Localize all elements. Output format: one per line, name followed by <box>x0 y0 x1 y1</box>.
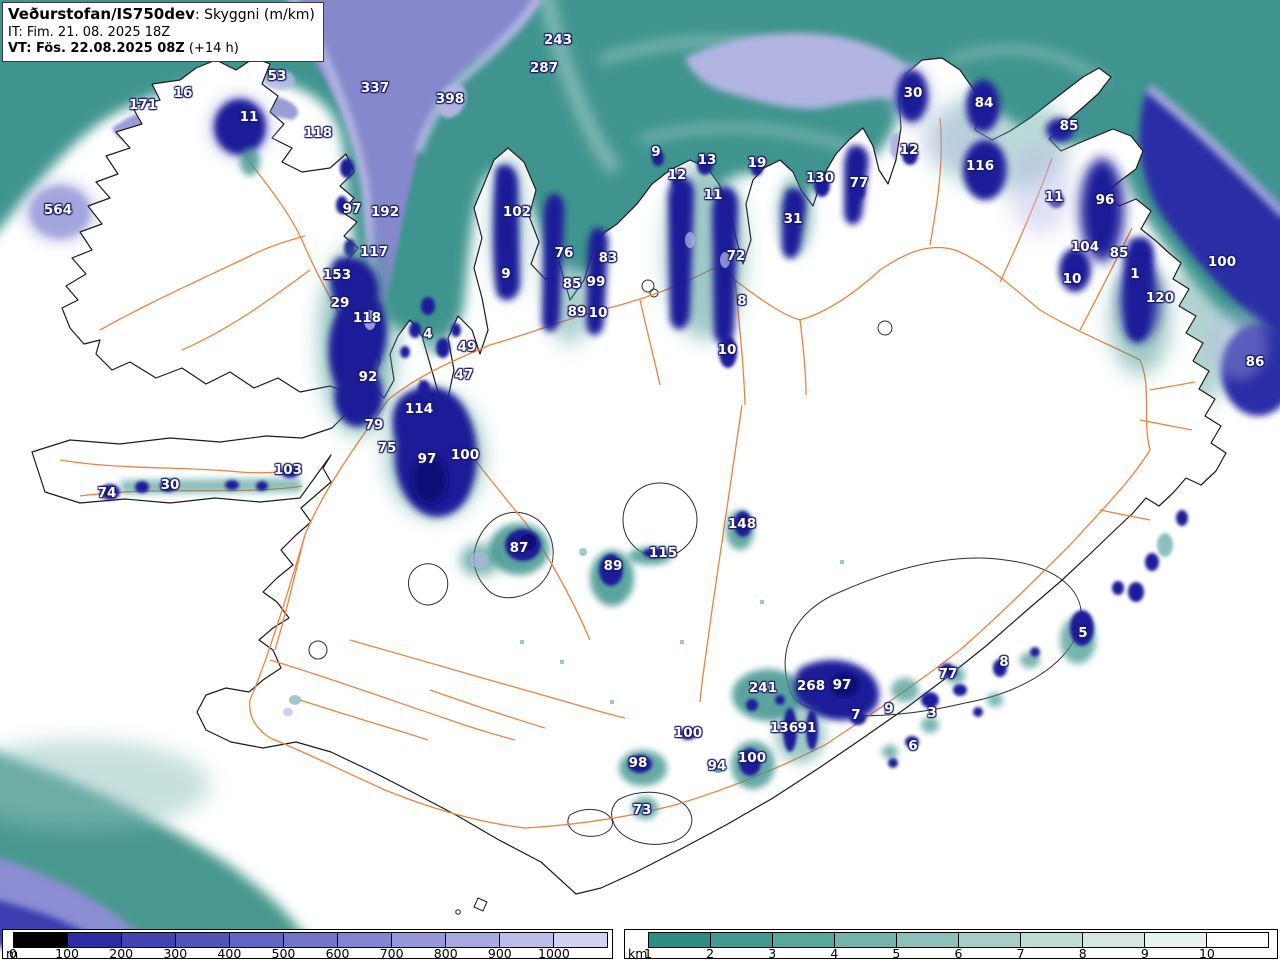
title-line: Veðurstofan/IS750dev: Skyggni (m/km) <box>8 5 315 25</box>
legend-tick: 3 <box>768 946 777 960</box>
legend-tick: 10 <box>1198 946 1215 960</box>
legend-tick: 200 <box>109 946 134 960</box>
legend-tick: 100 <box>55 946 80 960</box>
legend-swatch <box>959 933 1021 947</box>
init-time: IT: Fim. 21. 08. 2025 18Z <box>8 24 171 40</box>
legend-swatch <box>554 933 607 947</box>
legend-swatch <box>284 933 338 947</box>
legend-meters-ticks: 0 100 200 300 400 500 600 700 800 900 1000 <box>3 930 612 960</box>
legend-meters-unit: m <box>6 946 19 960</box>
legend-swatch <box>500 933 554 947</box>
legend-swatch <box>338 933 392 947</box>
legend-swatch <box>446 933 500 947</box>
visibility-patches <box>100 63 1188 819</box>
legend-tick: 500 <box>271 946 296 960</box>
iceland-coastline <box>31 57 1227 895</box>
legend-swatch <box>835 933 897 947</box>
legend-swatch <box>897 933 959 947</box>
legend-kilometers-unit: km <box>628 946 648 960</box>
title-box: Veðurstofan/IS750dev: Skyggni (m/km) IT:… <box>2 2 324 63</box>
product-name: : Skyggni (m/km) <box>194 7 315 23</box>
valid-time-line: VT: Fös. 22.08.2025 08Z (+14 h) <box>8 41 315 58</box>
legend-swatch <box>68 933 122 947</box>
legend-swatch <box>1083 933 1145 947</box>
legend-tick: 300 <box>163 946 188 960</box>
legend-kilometers-strip <box>648 932 1269 948</box>
legend-tick: 5 <box>892 946 901 960</box>
legend-swatch <box>14 933 68 947</box>
legend-swatch <box>1021 933 1083 947</box>
valid-offset: (+14 h) <box>184 41 239 57</box>
legend-tick: 9 <box>1140 946 1149 960</box>
legend-tick: 2 <box>706 946 715 960</box>
legend-swatch <box>711 933 773 947</box>
legend-tick: 1000 <box>538 946 570 960</box>
legend-swatch <box>392 933 446 947</box>
model-name: Veðurstofan/IS750dev <box>8 5 195 23</box>
legend-swatch <box>176 933 230 947</box>
legend-swatch <box>230 933 284 947</box>
legend-meters: 0 100 200 300 400 500 600 700 800 900 1000 m <box>2 929 613 960</box>
valid-time: VT: Fös. 22.08.2025 08Z <box>8 41 185 57</box>
legend-kilometers: 1 2 3 4 5 6 7 8 9 10 km <box>624 929 1278 960</box>
legend-tick: 600 <box>325 946 350 960</box>
legend-tick: 6 <box>954 946 963 960</box>
legend-tick: 7 <box>1016 946 1025 960</box>
legend-tick: 0 <box>9 946 17 960</box>
legend-swatch <box>649 933 711 947</box>
legend-meters-strip <box>13 932 608 948</box>
legend-tick: 1 <box>644 946 652 960</box>
legend-swatch <box>122 933 176 947</box>
legend-swatch <box>1145 933 1207 947</box>
legend-tick: 8 <box>1078 946 1087 960</box>
legend-swatch <box>1207 933 1268 947</box>
legend-kilometers-ticks: 1 2 3 4 5 6 7 8 9 10 <box>625 930 1277 960</box>
legend-tick: 4 <box>830 946 839 960</box>
legend-swatch <box>773 933 835 947</box>
legend-tick: 900 <box>487 946 512 960</box>
legend-tick: 700 <box>379 946 404 960</box>
legend-tick: 400 <box>217 946 242 960</box>
legend-tick: 800 <box>433 946 458 960</box>
